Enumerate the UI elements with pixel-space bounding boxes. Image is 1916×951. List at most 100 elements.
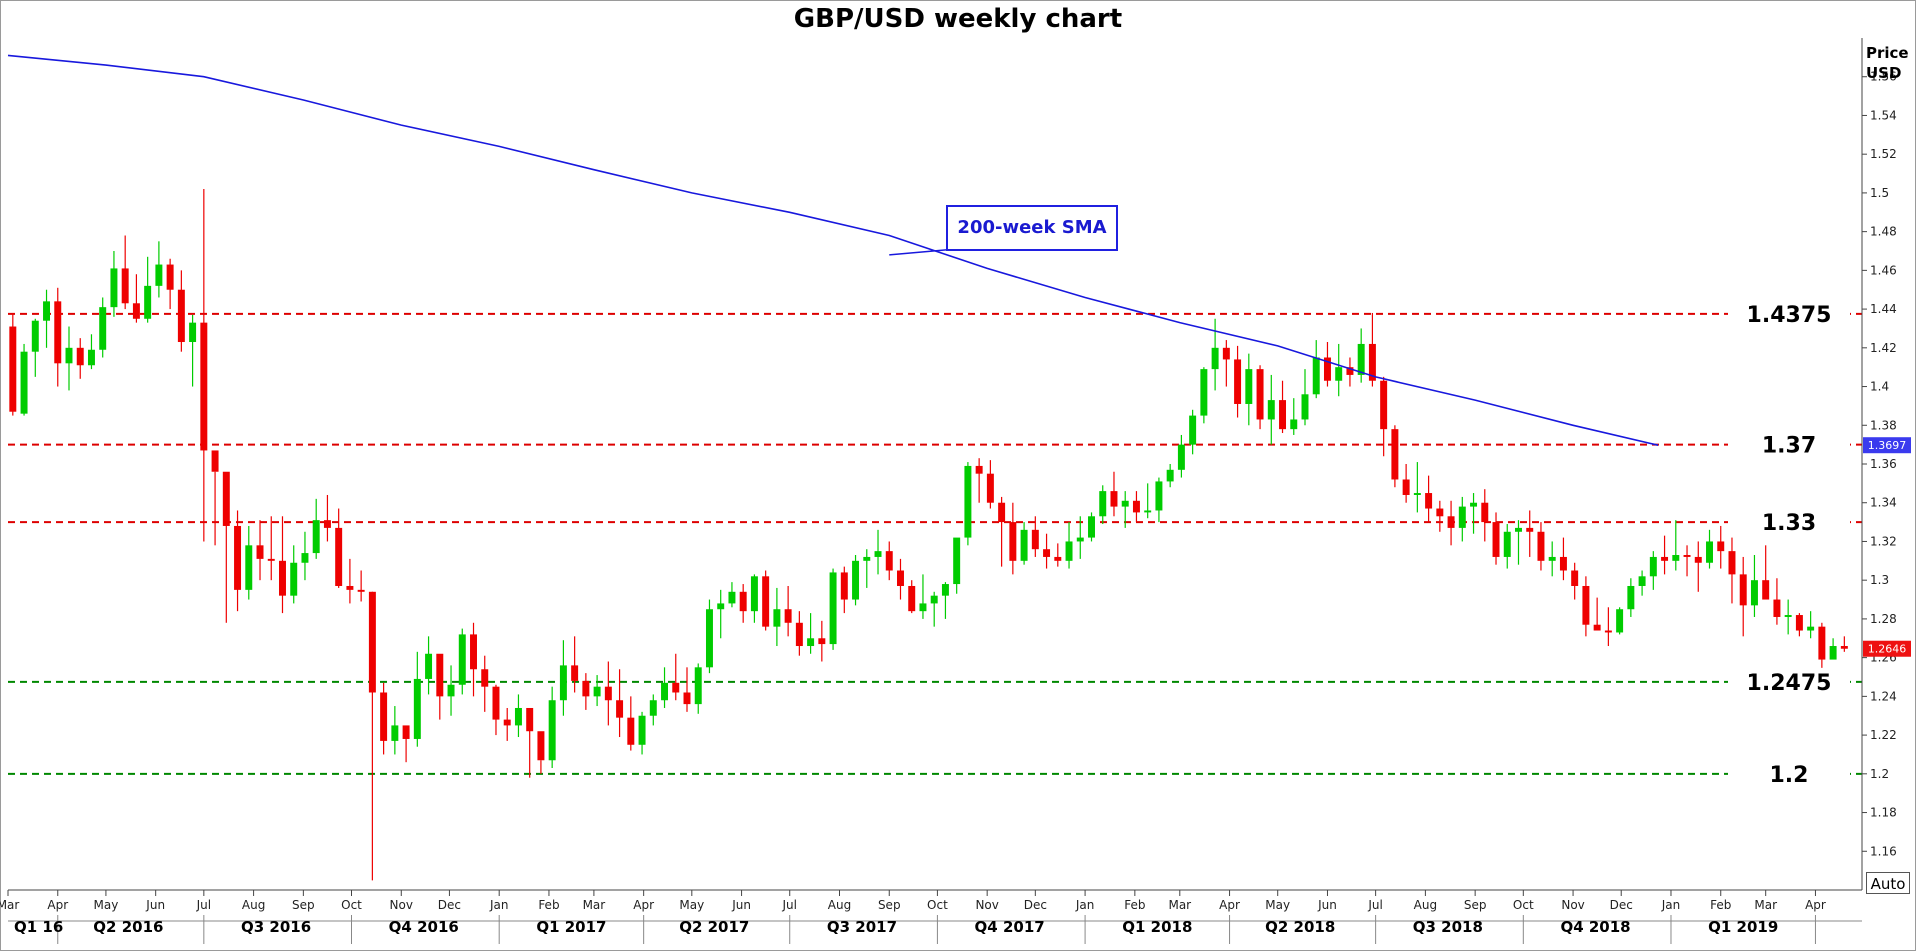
x-tick-label: Jun [145, 898, 165, 912]
candle [391, 706, 399, 755]
candle [1279, 380, 1287, 434]
candle-body [638, 715, 646, 745]
x-tick-label: May [94, 898, 119, 912]
candle [1503, 524, 1511, 569]
candle-body [1706, 541, 1713, 563]
x-tick-label: Oct [927, 898, 948, 912]
candle [897, 558, 904, 600]
candle [1009, 502, 1017, 575]
candle [1099, 485, 1107, 525]
candle [413, 651, 421, 747]
candle [1447, 500, 1455, 546]
axes [8, 38, 1863, 922]
candle [1582, 576, 1590, 637]
quarter-label: Q4 2018 [1560, 918, 1630, 936]
level-label-bg [1728, 667, 1850, 696]
candle-body [1009, 522, 1017, 561]
candle [492, 684, 500, 736]
candle [1402, 464, 1410, 503]
candle [1312, 340, 1320, 399]
candle-body [189, 322, 197, 343]
x-tick-label: Sep [878, 898, 901, 912]
candle-body [1627, 585, 1635, 610]
candles [9, 189, 1848, 881]
candle-body [1436, 508, 1444, 517]
candle [144, 256, 152, 323]
candle [1773, 578, 1781, 625]
candle [357, 570, 365, 602]
candle [953, 537, 961, 594]
candle [1784, 599, 1792, 635]
y-tick-label: 1.4 [1870, 380, 1889, 394]
candle-body [750, 576, 758, 612]
candle-body [1672, 555, 1680, 561]
candle [1323, 342, 1331, 387]
auto-scale-button[interactable]: Auto [1866, 872, 1910, 894]
candle [1031, 516, 1039, 557]
candle [346, 558, 354, 604]
candle [1391, 425, 1399, 488]
candle [885, 541, 893, 581]
y-tick-label: 1.48 [1870, 225, 1897, 239]
candle [1728, 537, 1736, 604]
candle [1110, 471, 1118, 517]
x-tick-label: Nov [1561, 898, 1584, 912]
sma-line [7, 54, 1659, 446]
candle-body [234, 525, 242, 590]
quarter-label: Q2 2017 [679, 918, 749, 936]
candle [1537, 522, 1545, 571]
candle-body [661, 682, 669, 701]
candle [661, 667, 669, 708]
candle-body [1661, 556, 1669, 561]
candle [54, 287, 62, 387]
y-tick-label: 1.54 [1870, 108, 1897, 122]
candle [234, 510, 242, 612]
candle-body [1604, 630, 1612, 633]
candle [189, 314, 197, 387]
candle-body [627, 717, 635, 745]
candle-body [559, 665, 567, 701]
candle-body [526, 707, 534, 732]
y-tick-label: 1.5 [1870, 186, 1889, 200]
candle [447, 665, 455, 716]
candle-body [1144, 510, 1152, 513]
candle-body [1099, 491, 1107, 517]
candle [762, 570, 770, 631]
candle [132, 274, 140, 323]
candle-body [705, 609, 713, 668]
candle [941, 582, 949, 619]
y-tick-label: 1.18 [1870, 806, 1897, 820]
candle [1436, 500, 1444, 532]
candle [784, 585, 792, 637]
candle [1571, 562, 1579, 600]
candle-body [930, 595, 938, 604]
candle-body [1458, 506, 1466, 528]
candle-body [413, 678, 421, 739]
x-tick-label: Sep [292, 898, 315, 912]
candle [1380, 376, 1388, 457]
candle [436, 653, 444, 720]
candle [87, 334, 95, 370]
candle [1290, 398, 1298, 435]
candle [1088, 512, 1095, 542]
candle [323, 494, 331, 542]
candle [31, 318, 39, 377]
candle [1559, 537, 1567, 581]
candle [1683, 545, 1691, 577]
candle [1368, 312, 1376, 387]
candle [245, 525, 253, 600]
candle-body [335, 527, 343, 586]
candle-body [514, 707, 522, 726]
candle-body [807, 638, 815, 647]
candle [121, 235, 129, 310]
quarter-label: Q3 2017 [827, 918, 897, 936]
candle [672, 653, 680, 701]
candle [1335, 343, 1343, 397]
candle [1211, 318, 1219, 391]
candle-body [279, 560, 286, 596]
candle-body [1031, 529, 1039, 550]
quarter-label: Q3 2018 [1413, 918, 1483, 936]
y-tick-label: 1.22 [1870, 728, 1897, 742]
candle-body [1323, 357, 1331, 381]
candle-body [1773, 599, 1781, 617]
